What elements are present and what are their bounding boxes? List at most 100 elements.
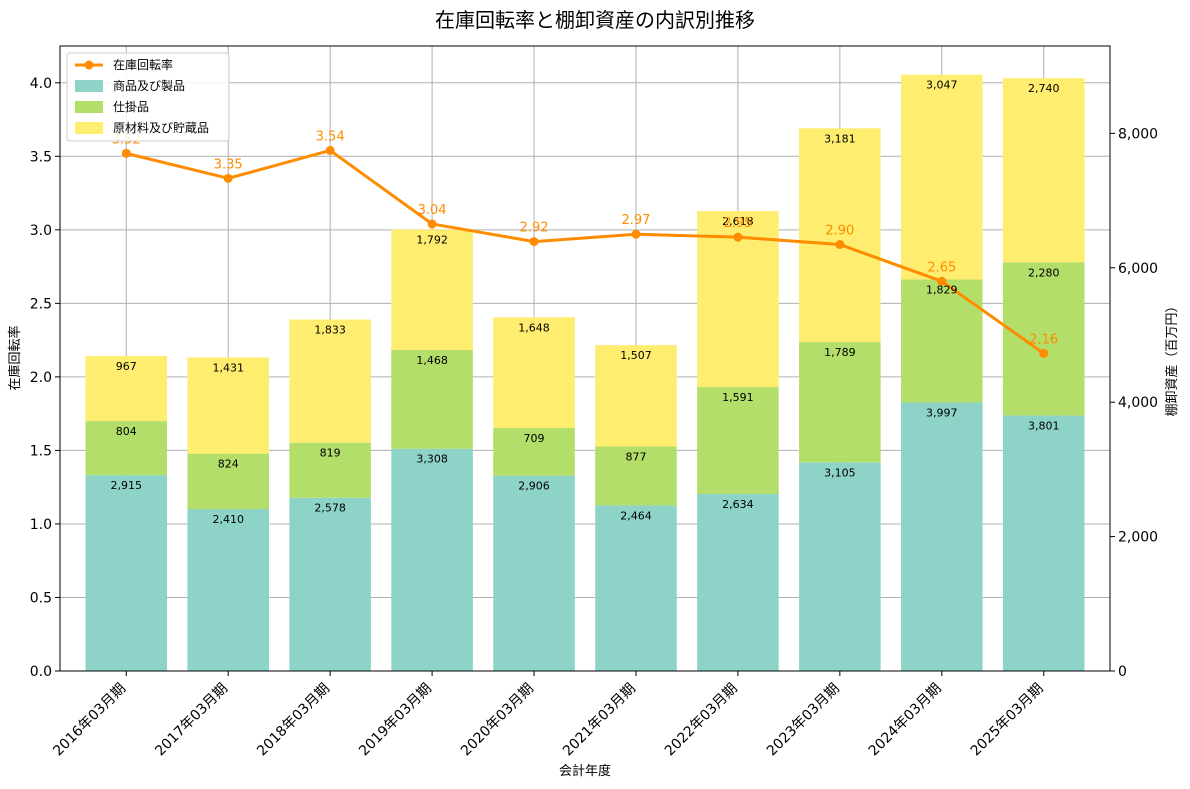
turnover-line [121,145,1049,358]
bar-value-label: 3,308 [416,453,448,466]
legend-swatch [75,122,103,134]
bar-value-label: 1,431 [212,361,244,374]
bar-value-label: 1,792 [416,234,448,247]
bar-value-label: 2,634 [722,498,754,511]
legend-swatch [75,101,103,113]
y-tick-label-right: 4,000 [1118,395,1158,411]
turnover-value-label: 2.90 [825,224,854,239]
bar-value-label: 2,915 [111,479,143,492]
x-tick-label: 2019年03月期 [356,681,435,760]
bar-segment [187,357,269,454]
bar-value-label: 2,740 [1028,82,1060,95]
x-tick-label: 2022年03月期 [662,681,741,760]
turnover-point [325,145,335,155]
bar-segment [697,387,779,494]
bar-segment [493,428,575,476]
y-tick-label-right: 0 [1118,664,1127,680]
y-tick-label-left: 2.0 [30,370,52,386]
turnover-value-label: 3.54 [316,129,345,144]
chart-title: 在庫回転率と棚卸資産の内訳別推移 [435,8,755,32]
bar-segment [289,442,371,498]
legend-box [66,52,230,142]
bar-value-label: 1,833 [314,324,346,337]
bar-value-label: 877 [625,450,646,463]
legend-swatch [75,80,103,92]
bar-value-label: 1,648 [518,321,550,334]
bar-segment [1002,262,1085,416]
y-axis-label-right: 棚卸資産（百万円） [1164,299,1180,416]
turnover-point [733,232,743,242]
x-tick-label: 2018年03月期 [254,681,333,760]
bar-segment [391,448,473,671]
bar-segment [85,356,168,422]
bar-value-label: 824 [218,458,239,471]
bar-segment [697,493,779,671]
bar-value-label: 2,464 [620,509,652,522]
y-tick-label-left: 1.0 [30,517,52,533]
turnover-value-label: 2.92 [520,221,549,236]
bar-segment [1002,415,1085,671]
bar-value-label: 2,410 [212,513,244,526]
bar-value-label: 1,468 [416,354,448,367]
turnover-point [1039,348,1049,358]
bar-segment [85,475,168,671]
bar-segment [289,497,371,671]
bar-segment [289,319,371,443]
y-tick-label-left: 0.0 [30,664,52,680]
bar-value-label: 3,181 [824,132,856,145]
bar-value-label: 1,789 [824,346,856,359]
bar-segment [901,279,983,403]
bar-value-label: 804 [116,425,137,438]
legend-marker-swatch [84,60,94,70]
bar-value-label: 819 [320,447,341,460]
x-tick-label: 2024年03月期 [866,681,945,760]
turnover-point [223,173,233,183]
bar-value-label: 967 [116,360,137,373]
bar-value-label: 1,591 [722,391,754,404]
turnover-point [631,229,641,239]
y-tick-label-right: 6,000 [1118,261,1158,277]
bar-value-label: 2,280 [1028,266,1060,279]
turnover-value-label: 2.95 [723,216,752,231]
bar-segment [85,421,168,476]
legend-label: 在庫回転率 [113,57,173,72]
legend-label: 原材料及び貯蔵品 [113,121,209,135]
bar-segment [595,505,677,671]
bar-value-label: 1,507 [620,349,652,362]
x-tick-label: 2016年03月期 [50,681,129,760]
bar-segment [595,446,677,506]
bar-value-label: 3,997 [926,406,958,419]
legend-label: 商品及び製品 [113,78,185,93]
bar-segment [187,509,269,671]
bar-segment [595,345,677,447]
bar-value-label: 709 [524,432,545,445]
turnover-point [937,276,947,286]
bar-value-label: 2,618 [722,215,754,228]
bar-segment [901,74,983,280]
bar-segment [187,453,269,510]
x-tick-label: 2021年03月期 [560,681,639,760]
turnover-line-path [125,148,1045,355]
bar-value-label: 1,829 [926,283,958,296]
bar-value-label: 3,801 [1028,420,1060,433]
bar-value-label: 2,906 [518,480,550,493]
y-tick-label-left: 1.5 [30,443,52,459]
y-tick-label-left: 4.0 [30,76,52,92]
bar-value-label: 3,047 [926,79,958,92]
bar-value-label: 3,105 [824,466,856,479]
y-tick-label-left: 2.5 [30,296,52,312]
y-tick-label-left: 0.5 [30,590,52,606]
turnover-point [427,219,437,229]
bar-segment [391,350,473,449]
turnover-value-label: 2.65 [927,260,956,275]
x-tick-label: 2017年03月期 [152,681,231,760]
turnover-value-label: 3.04 [418,203,447,218]
y-tick-label-right: 8,000 [1118,126,1158,142]
turnover-value-label: 3.35 [214,157,243,172]
bar-segment [799,128,881,343]
x-axis-label: 会計年度 [559,763,611,779]
y-tick-label-right: 2,000 [1118,530,1158,546]
turnover-point [529,237,539,247]
